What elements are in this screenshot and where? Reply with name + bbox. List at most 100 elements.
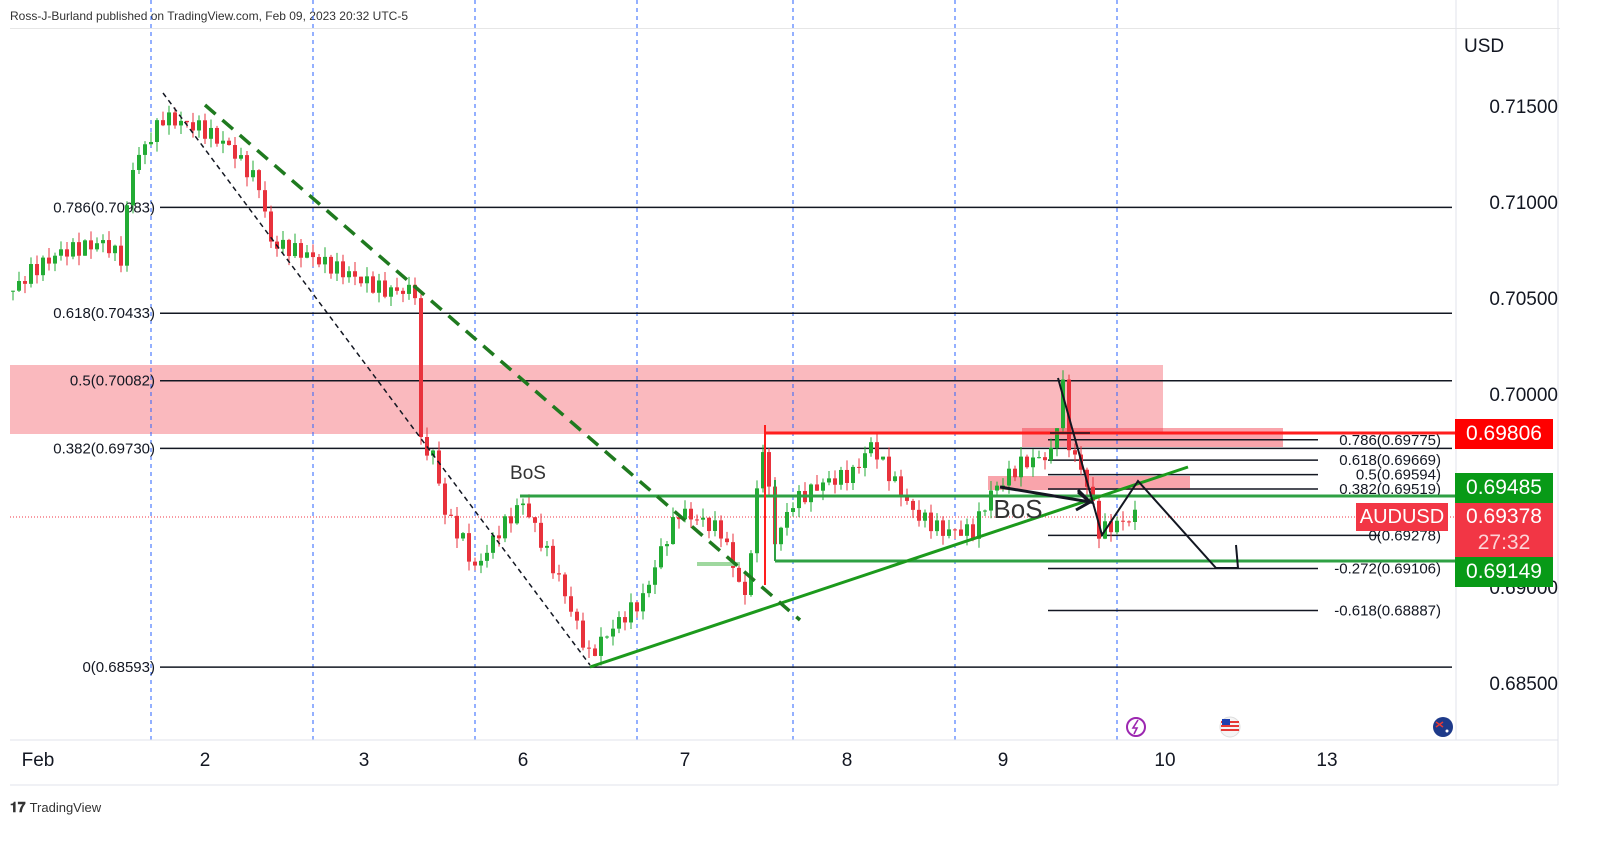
candle-body [635, 602, 639, 612]
candle-body [203, 120, 207, 139]
candle-body [485, 552, 489, 561]
candle-body [665, 544, 669, 547]
candle-body [227, 140, 231, 146]
candle-body [719, 520, 723, 539]
candle-body [671, 517, 675, 545]
candle-body [209, 127, 213, 139]
candle-body [731, 542, 735, 568]
candle-body [401, 290, 405, 294]
candle-body [161, 120, 165, 126]
candle-body [989, 490, 993, 511]
candle-body [917, 509, 921, 521]
candle-body [521, 503, 525, 506]
support-price-badge-1: 0.69485 [1455, 473, 1553, 503]
candle-body [725, 538, 729, 543]
candle-body [869, 442, 873, 454]
candle-body [149, 141, 153, 145]
candle-body [479, 560, 483, 566]
price-chart[interactable]: 0.786(0.70983) 0.618(0.70433) 0.5(0.70082)… [0, 0, 1602, 790]
candle-body [1013, 468, 1017, 478]
candle-body [287, 239, 291, 257]
time-tick-label: 8 [841, 750, 853, 771]
candle-body [317, 257, 321, 265]
candle-body [293, 243, 297, 257]
candle-body [29, 264, 33, 284]
candle-body [137, 154, 141, 170]
candle-body [821, 482, 825, 491]
last-price-badge: 0.69378 27:32 [1455, 503, 1553, 557]
candle-body [269, 211, 273, 242]
candle-body [707, 517, 711, 532]
bos-label-2: BoS [993, 494, 1042, 524]
price-tick-label: 0.70000 [1489, 385, 1558, 407]
candle-body [473, 561, 477, 566]
supply-zone [10, 365, 1163, 434]
bos-arrowhead [1075, 488, 1093, 512]
candle-body [875, 442, 879, 460]
publish-info: Ross-J-Burland published on TradingView.… [10, 9, 408, 23]
candle-body [1091, 486, 1095, 501]
candle-body [557, 573, 561, 575]
last-price: 0.69378 [1466, 505, 1542, 528]
candle-body [89, 240, 93, 250]
candle-body [611, 628, 615, 637]
candle-body [59, 249, 63, 256]
fib-ext-label: 0.786(0.69775) [1339, 432, 1441, 449]
candle-body [977, 511, 981, 539]
candle-body [503, 516, 507, 539]
time-tick-label: 7 [679, 750, 691, 771]
fib-level-label: 0.618(0.70433) [53, 305, 155, 322]
resistance-price-badge: 0.69806 [1455, 419, 1553, 449]
candle-body [377, 280, 381, 293]
candle-body [167, 112, 171, 126]
candle-body [347, 271, 351, 278]
tv-logo-icon: 𝟏𝟕 [10, 799, 26, 815]
candle-body [443, 483, 447, 515]
candle-body [353, 271, 357, 277]
time-tick-label: 2 [199, 750, 211, 771]
candle-body [329, 256, 333, 274]
au-flag-icon[interactable] [1433, 717, 1453, 737]
candle-body [911, 500, 915, 510]
lightning-icon[interactable] [1126, 717, 1146, 737]
candle-body [953, 529, 957, 531]
candle-body [779, 527, 783, 545]
candle-body [371, 276, 375, 293]
time-tick-label: 13 [1316, 750, 1338, 771]
candle-body [1037, 457, 1041, 459]
fib-ext-label: -0.618(0.68887) [1334, 603, 1441, 620]
candle-body [863, 453, 867, 468]
candle-body [845, 469, 849, 483]
candle-body [299, 243, 303, 258]
candle-body [749, 553, 753, 595]
candle-body [257, 170, 261, 191]
candle-body [737, 567, 741, 582]
candle-body [1055, 428, 1059, 448]
support-price-badge-2: 0.69149 [1455, 557, 1553, 587]
candle-body [881, 456, 885, 460]
candle-body [185, 120, 189, 123]
candle-body [41, 257, 45, 276]
candle-body [101, 240, 105, 244]
candle-body [1115, 520, 1119, 533]
price-tick-label: 0.71000 [1489, 193, 1558, 215]
candle-body [971, 524, 975, 539]
tradingview-logo[interactable]: 𝟏𝟕 TradingView [10, 799, 101, 816]
candle-body [629, 602, 633, 623]
candle-body [365, 276, 369, 284]
candle-body [593, 648, 597, 656]
candle-body [761, 452, 765, 489]
candle-body [437, 450, 441, 484]
candle-body [1097, 500, 1101, 539]
header-divider [10, 28, 1560, 29]
time-tick-label: 9 [997, 750, 1009, 771]
us-flag-icon[interactable] [1219, 716, 1241, 738]
candle-body [1073, 450, 1077, 455]
candle-body [359, 276, 363, 284]
candle-body [941, 520, 945, 536]
candle-body [797, 491, 801, 509]
candle-body [335, 261, 339, 274]
candle-body [155, 120, 159, 142]
candle-body [617, 617, 621, 629]
candle-body [461, 533, 465, 539]
